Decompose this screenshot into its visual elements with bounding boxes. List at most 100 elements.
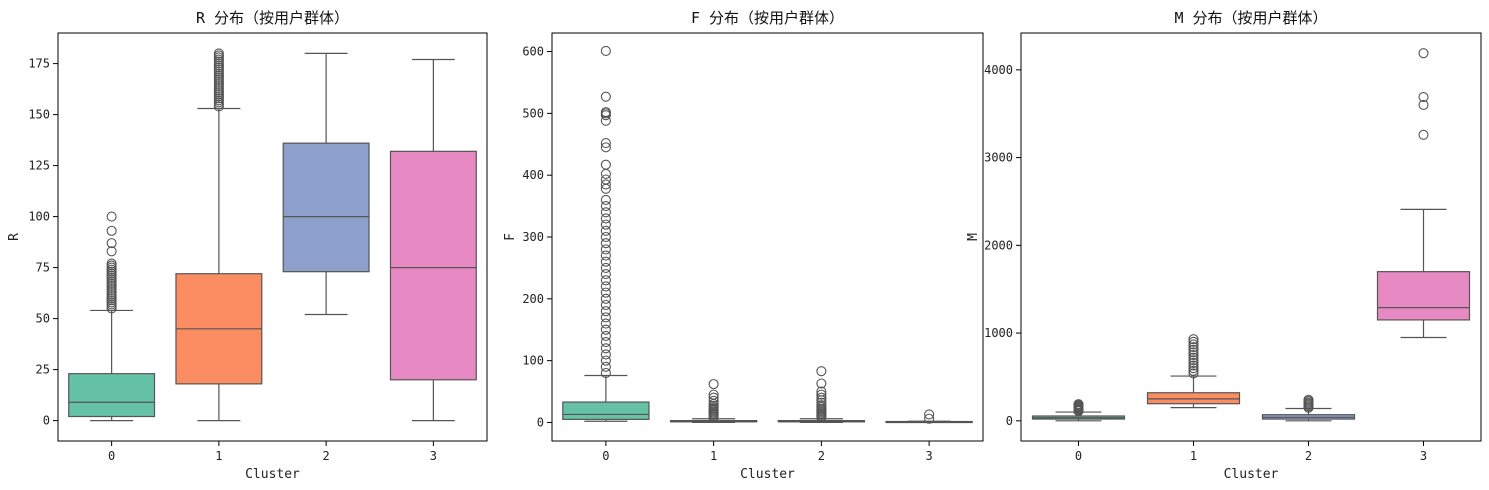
outlier-point (600, 174, 611, 185)
outlier-point (1188, 355, 1199, 366)
y-tick-label: 100 (522, 354, 544, 368)
axes-frame (57, 32, 488, 442)
outlier-point (1188, 360, 1199, 371)
outlier-point (816, 397, 827, 408)
x-tick-label: 1 (215, 449, 222, 463)
outlier-point (213, 48, 224, 59)
y-tick-label: 300 (522, 230, 544, 244)
iqr-box (389, 150, 477, 381)
outlier-point (708, 395, 719, 406)
outlier-point (1188, 344, 1199, 355)
outlier-point (600, 355, 611, 366)
box-cluster-3 (389, 58, 477, 422)
box-cluster-1 (669, 379, 758, 424)
axes-frame (551, 32, 984, 442)
outlier-point (600, 361, 611, 372)
outlier-point (1073, 399, 1084, 410)
y-axis-label: F (503, 233, 518, 241)
box-cluster-2 (282, 52, 370, 316)
outlier-point (600, 207, 611, 218)
outlier-point (600, 337, 611, 348)
x-tick-label: 1 (1190, 449, 1197, 463)
outlier-point (600, 194, 611, 205)
panel-r-distribution: 0 25 50 75 100 125 150 175 0 1 2 3 R 分布（按用户群体） Cluste… (7, 9, 488, 482)
y-tick-label: 200 (522, 292, 544, 306)
x-tick-label: 0 (602, 449, 609, 463)
y-tick-label: 75 (36, 261, 50, 275)
outlier-point (1188, 363, 1199, 374)
outlier-point (600, 159, 611, 170)
outlier-point (1188, 368, 1199, 379)
x-axis-label: Cluster (740, 467, 795, 482)
outlier-point (600, 269, 611, 280)
outlier-point (816, 386, 827, 397)
x-tick-label: 3 (1420, 449, 1427, 463)
y-tick-label: 600 (522, 45, 544, 59)
outlier-point (600, 312, 611, 323)
x-tick-label: 2 (323, 449, 330, 463)
y-tick-label: 0 (537, 415, 544, 429)
outlier-point (816, 392, 827, 403)
panel-m-distribution: 0 1000 2000 3000 4000 0 1 2 3 M 分布（按用户群体） Cluster M (966, 9, 1482, 482)
y-axis-label: M (966, 233, 981, 241)
iqr-box (1146, 392, 1241, 405)
x-tick-label: 0 (108, 449, 115, 463)
y-tick-label: 1000 (984, 326, 1013, 340)
iqr-box (562, 401, 650, 420)
outlier-point (600, 281, 611, 292)
y-tick-label: 2000 (984, 238, 1013, 252)
y-tick-label: 125 (28, 159, 50, 173)
outlier-point (600, 250, 611, 261)
outlier-point (1418, 48, 1429, 59)
y-axis-label: R (7, 233, 22, 241)
x-tick-label: 0 (1075, 449, 1082, 463)
outlier-point (924, 413, 935, 424)
y-tick-label: 0 (1006, 414, 1013, 428)
box-cluster-0 (562, 45, 650, 422)
box-cluster-0 (68, 211, 156, 422)
outlier-point (816, 366, 827, 377)
outlier-point (1188, 342, 1199, 353)
chart-title: M 分布（按用户群体） (1174, 9, 1327, 27)
outlier-point (106, 238, 117, 249)
outlier-point (106, 258, 117, 269)
box-cluster-2 (777, 366, 866, 424)
outlier-point (600, 367, 611, 379)
y-tick-label: 4000 (984, 63, 1013, 77)
outlier-point (708, 379, 719, 390)
outlier-point (1418, 129, 1429, 140)
outlier-point (600, 330, 611, 341)
outlier-point (106, 211, 117, 222)
outlier-point (600, 45, 611, 56)
outlier-point (600, 299, 611, 311)
box-cluster-0 (1031, 399, 1126, 422)
y-tick-label: 400 (522, 168, 544, 182)
outlier-point (600, 137, 611, 149)
outlier-point (600, 168, 611, 179)
outlier-point (816, 400, 827, 411)
y-tick-label: 0 (43, 414, 50, 428)
chart-title: F 分布（按用户群体） (691, 9, 844, 27)
outlier-point (816, 389, 827, 400)
outlier-point (1188, 347, 1199, 358)
outlier-point (600, 262, 611, 273)
outlier-point (600, 91, 611, 102)
y-tick-label: 25 (36, 363, 50, 377)
outlier-point (600, 219, 611, 230)
x-tick-label: 3 (430, 449, 437, 463)
outlier-point (600, 244, 611, 255)
outlier-point (600, 349, 611, 360)
iqr-box (282, 142, 370, 273)
outlier-point (1188, 352, 1199, 363)
outlier-point (106, 225, 117, 236)
box-cluster-3 (1376, 48, 1471, 339)
outlier-point (1303, 394, 1314, 405)
outlier-point (1188, 357, 1199, 368)
y-tick-label: 50 (36, 312, 50, 326)
outlier-point (600, 231, 611, 243)
y-tick-label: 100 (28, 210, 50, 224)
outlier-point (600, 306, 611, 317)
box-cluster-1 (175, 48, 263, 422)
outlier-point (708, 389, 719, 400)
